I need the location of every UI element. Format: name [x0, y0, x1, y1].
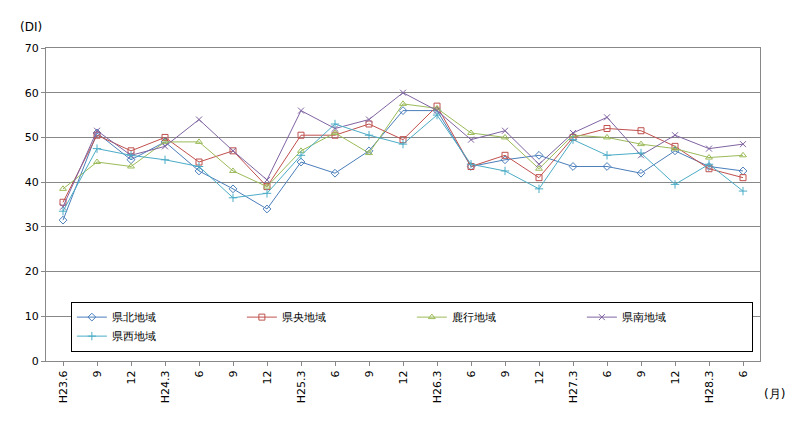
- svg-text:H27.3: H27.3: [567, 370, 580, 403]
- svg-text:70: 70: [25, 42, 39, 55]
- svg-text:H28.3: H28.3: [703, 370, 716, 403]
- svg-text:12: 12: [669, 370, 682, 384]
- svg-text:30: 30: [25, 221, 39, 234]
- svg-text:鹿行地域: 鹿行地域: [452, 311, 496, 324]
- svg-text:H24.3: H24.3: [159, 370, 172, 403]
- svg-text:9: 9: [91, 370, 104, 377]
- svg-text:12: 12: [261, 370, 274, 384]
- svg-text:(DI): (DI): [20, 20, 42, 34]
- svg-text:6: 6: [329, 370, 342, 377]
- svg-text:6: 6: [465, 370, 478, 377]
- svg-text:20: 20: [25, 265, 39, 278]
- svg-text:(月): (月): [764, 387, 785, 401]
- svg-text:12: 12: [397, 370, 410, 384]
- svg-text:H25.3: H25.3: [295, 370, 308, 403]
- svg-text:10: 10: [25, 310, 39, 323]
- svg-text:0: 0: [32, 355, 39, 368]
- svg-text:H26.3: H26.3: [431, 370, 444, 403]
- svg-text:9: 9: [363, 370, 376, 377]
- svg-text:12: 12: [533, 370, 546, 384]
- svg-text:6: 6: [601, 370, 614, 377]
- svg-text:12: 12: [125, 370, 138, 384]
- svg-text:40: 40: [25, 176, 39, 189]
- svg-text:60: 60: [25, 87, 39, 100]
- svg-text:6: 6: [737, 370, 750, 377]
- svg-text:50: 50: [25, 131, 39, 144]
- svg-text:H23.6: H23.6: [57, 370, 70, 403]
- svg-text:県央地域: 県央地域: [282, 311, 326, 324]
- svg-text:9: 9: [227, 370, 240, 377]
- svg-text:6: 6: [193, 370, 206, 377]
- svg-text:県西地域: 県西地域: [112, 330, 156, 343]
- svg-text:県南地域: 県南地域: [622, 311, 666, 324]
- svg-text:9: 9: [635, 370, 648, 377]
- svg-text:県北地域: 県北地域: [112, 311, 156, 324]
- svg-text:9: 9: [499, 370, 512, 377]
